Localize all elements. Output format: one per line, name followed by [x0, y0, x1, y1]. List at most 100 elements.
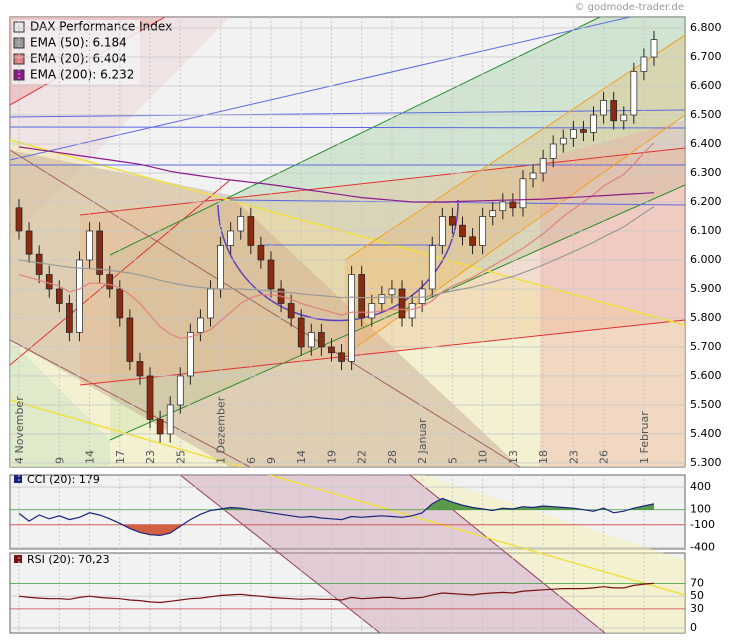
candle-body [438, 216, 446, 246]
candle-body [358, 274, 366, 319]
trend-line [10, 339, 251, 467]
candle-body [398, 288, 406, 319]
trend-line [10, 109, 685, 118]
x-tick-label: 9 [53, 457, 66, 464]
candle-body [328, 346, 335, 354]
legend-label: EMA (50): 6.184 [30, 36, 127, 50]
trend-line [109, 184, 685, 441]
candle-body [499, 201, 507, 212]
y-tick-label: 400 [690, 480, 711, 493]
candle-body [489, 210, 497, 217]
candle-body [338, 352, 345, 362]
ema-line [18, 142, 655, 339]
trend-line [10, 139, 685, 326]
candle-body [86, 230, 93, 261]
legend-label: DAX Performance Index [30, 20, 172, 34]
trend-line [79, 319, 685, 386]
candle-body [509, 201, 517, 209]
y-tick-label: 6.600 [690, 79, 722, 92]
arc [217, 199, 459, 322]
candle-body [76, 259, 83, 333]
legend-swatch [14, 475, 22, 483]
x-tick-label: 14 [84, 450, 97, 464]
y-tick-label: 5.800 [690, 311, 722, 324]
x-tick-label: 17 [114, 450, 127, 464]
candle-body [166, 404, 174, 435]
candle-body [136, 361, 144, 377]
candle-body [25, 230, 33, 255]
candle-body [610, 100, 618, 122]
candle-body [570, 129, 577, 139]
candle-body [197, 317, 204, 333]
y-tick-label: 6.800 [690, 21, 722, 34]
candle-body [580, 129, 587, 133]
y-tick-label: 6.200 [690, 195, 722, 208]
y-tick-label: 70 [690, 576, 704, 589]
y-tick-label: 5.500 [690, 398, 722, 411]
candle-body [237, 216, 245, 232]
trend-line [10, 399, 245, 467]
trend-line [344, 34, 685, 261]
candle-body [408, 303, 416, 319]
x-tick-label: 25 [174, 450, 187, 464]
legend: DAX Performance Index EMA (50): 6.184 EM… [12, 20, 172, 84]
trend-line [179, 475, 381, 633]
y-tick-label: 6.500 [690, 108, 722, 121]
candle-body [630, 71, 638, 116]
y-tick-label: 0 [690, 621, 697, 634]
candle-body [459, 224, 466, 238]
y-tick-label: 5.700 [690, 340, 722, 353]
plot-area: 4 November 9 14 17 23 25 1 Dezember 6 9 14 19 22 28 2… [10, 17, 685, 467]
legend-label: EMA (20): 6.404 [30, 52, 127, 66]
candle-body [116, 288, 124, 319]
legend-swatch [14, 555, 22, 563]
candle-body [176, 375, 184, 406]
legend-label: CCI (20): 179 [27, 473, 100, 486]
candle-body [247, 216, 255, 246]
candle-body [620, 114, 628, 122]
candle-body [96, 230, 103, 275]
candle-body [267, 259, 275, 290]
y-tick-label: 5.400 [690, 427, 722, 440]
candle-body [549, 143, 557, 159]
x-tick-label: 23 [144, 450, 157, 464]
y-tick-label: 30 [690, 602, 704, 615]
candle-body [227, 230, 235, 246]
candle-body [368, 303, 376, 319]
x-tick-label: 14 [295, 450, 308, 464]
x-tick-label: 1 Dezember [215, 396, 228, 464]
trend-line [10, 17, 631, 161]
candle-body [640, 56, 648, 72]
trend-line [10, 179, 231, 366]
trend-line [10, 126, 685, 129]
candle-body [297, 317, 305, 348]
y-tick-label: 6.000 [690, 253, 722, 266]
y-tick-label: -100 [690, 518, 715, 531]
candle-body [388, 288, 396, 296]
x-tick-label: 18 [537, 450, 550, 464]
candle-body [55, 288, 63, 304]
x-tick-label: 13 [507, 450, 520, 464]
x-tick-label: 2 Januar [416, 418, 429, 464]
candle-body [66, 303, 73, 333]
candle-body [600, 100, 607, 116]
y-tick-label: 5.900 [690, 282, 722, 295]
x-tick-label: 10 [477, 450, 490, 464]
plot-area [10, 475, 685, 549]
x-tick-label: 26 [598, 450, 611, 464]
x-tick-label: 23 [567, 450, 580, 464]
candle-body [318, 332, 325, 348]
candle-body [348, 274, 355, 362]
candle-body [15, 207, 23, 232]
plot-area [10, 553, 685, 633]
ema-line [18, 206, 655, 299]
zone [80, 148, 685, 385]
candle-body [217, 245, 224, 290]
trend-line [79, 147, 685, 216]
y-tick-label: 50 [690, 589, 704, 602]
y-tick-label: 6.300 [690, 166, 722, 179]
indicator-fill [215, 498, 654, 510]
candle-body [106, 274, 114, 290]
indicator-line [18, 497, 655, 537]
